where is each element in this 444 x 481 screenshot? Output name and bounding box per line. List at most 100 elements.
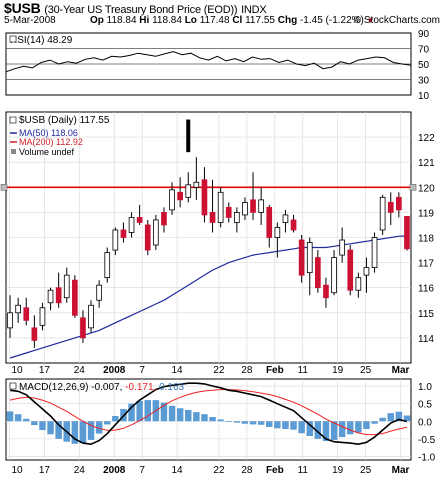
price-y-tick-label: 122 xyxy=(418,133,435,144)
candle-body xyxy=(209,211,216,223)
macd-histogram-bar xyxy=(266,421,273,427)
macd-x-tick-label: Mar xyxy=(392,465,410,476)
macd-histogram-bar xyxy=(71,421,79,444)
candle-body xyxy=(23,307,30,321)
macd-histogram-bar xyxy=(274,421,281,429)
price-y-tick-label: 119 xyxy=(418,208,434,219)
candle-body xyxy=(282,214,289,223)
symbol: $USB xyxy=(4,0,41,16)
ma50-legend: MA(50) 118.06 xyxy=(19,128,78,138)
macd-y-tick-label: 0.5 xyxy=(418,400,432,411)
price-legend-swatch xyxy=(9,116,17,124)
candle-body xyxy=(112,229,119,251)
macd-signal-line xyxy=(9,389,408,436)
price-y-tick-label: 121 xyxy=(418,158,435,169)
candle-body xyxy=(128,217,135,233)
candle-body xyxy=(347,249,354,291)
candle-body xyxy=(39,307,46,326)
rsi-y-tick-label: 90 xyxy=(418,29,430,40)
macd-histogram-bar xyxy=(160,402,168,422)
price-x-tick-label: Mar xyxy=(392,365,410,376)
macd-histogram-bar xyxy=(79,421,87,444)
macd-y-tick-label: -1.0 xyxy=(418,452,436,463)
rsi-y-tick-label: 10 xyxy=(418,91,430,102)
candle-body xyxy=(136,217,143,223)
candle-body xyxy=(185,184,192,198)
macd-y-tick-label: 1.0 xyxy=(418,382,432,393)
price-x-tick-label: Feb xyxy=(266,365,284,376)
candle-body xyxy=(153,219,159,246)
macd-x-tick-label: 2008 xyxy=(103,465,126,476)
candle-body xyxy=(379,196,386,231)
macd-histogram-bar xyxy=(395,411,403,422)
macd-legend-part: MACD(12,26,9) xyxy=(19,382,91,393)
candle-body xyxy=(88,304,94,329)
candle-body xyxy=(258,199,264,213)
change-down-icon: ▼ xyxy=(366,16,375,25)
macd-legend: MACD(12,26,9) -0.007, -0.171, 0.163 xyxy=(19,382,185,393)
candle-body xyxy=(7,312,13,329)
candle-body xyxy=(339,239,345,256)
macd-histogram-bar xyxy=(55,421,62,439)
macd-x-tick-label: 24 xyxy=(74,465,86,476)
macd-histogram-bar xyxy=(201,414,208,422)
candle-body xyxy=(371,237,378,269)
macd-histogram-bar xyxy=(379,417,386,422)
candle-body xyxy=(298,239,305,276)
candle-body xyxy=(225,206,232,218)
volume-legend: Volume undef xyxy=(19,147,75,157)
resistance-line-right-handle xyxy=(409,184,417,191)
macd-histogram-bar xyxy=(209,417,216,422)
macd-x-tick-label: 28 xyxy=(241,465,253,476)
macd-line xyxy=(10,382,408,446)
candle-body xyxy=(274,227,281,238)
price-x-tick-label: 19 xyxy=(332,365,344,376)
macd-histogram-bar xyxy=(193,412,200,422)
candle-body xyxy=(234,211,240,223)
macd-histogram-bar xyxy=(322,421,330,441)
change-label: Chg xyxy=(277,15,298,26)
candle-body xyxy=(355,277,362,291)
macd-histogram-bar xyxy=(338,421,346,438)
macd-histogram-bar xyxy=(249,421,257,425)
price-x-tick-label: 22 xyxy=(213,365,225,376)
candle-body xyxy=(331,257,337,294)
macd-histogram-bar xyxy=(363,421,370,430)
price-x-tick-label: 28 xyxy=(241,365,253,376)
macd-histogram-bar xyxy=(241,421,249,424)
rsi-legend: RSI(14) 48.29 xyxy=(10,35,73,46)
macd-histogram-bar xyxy=(290,421,297,430)
macd-legend-swatch xyxy=(9,382,17,390)
macd-histogram-bar xyxy=(355,421,362,433)
macd-histogram-bar xyxy=(298,421,305,434)
candle-body xyxy=(250,199,256,213)
macd-histogram-bar xyxy=(14,414,22,422)
low-label: Lo xyxy=(184,15,197,26)
macd-x-tick-label: 10 xyxy=(11,465,23,476)
macd-x-tick-label: 22 xyxy=(213,465,225,476)
macd-legend-part: -0.007, xyxy=(91,382,125,393)
candle-body xyxy=(315,257,321,289)
candle-body xyxy=(72,279,78,316)
open-value: 118.84 xyxy=(106,15,137,26)
candle-body xyxy=(177,191,183,201)
price-x-tick-label: 24 xyxy=(74,365,86,376)
candle-body xyxy=(217,191,224,223)
price-x-tick-label: 10 xyxy=(11,365,23,376)
close-value: 117.55 xyxy=(245,15,275,26)
low-value: 117.48 xyxy=(199,15,230,26)
candle-body xyxy=(169,189,175,211)
price-legend-symbol: $USB (Daily) 117.55 xyxy=(19,115,110,126)
candle-body xyxy=(201,179,208,216)
macd-histogram-bar xyxy=(47,421,54,435)
candle-body xyxy=(161,211,167,226)
high-label: Hi xyxy=(139,15,150,26)
ohlc-values: Op 118.84 Hi 118.84 Lo 117.48 Cl 117.55 … xyxy=(90,15,375,26)
macd-histogram-bar xyxy=(104,421,111,425)
price-x-tick-label: 17 xyxy=(39,365,51,376)
candle-body xyxy=(266,206,273,238)
open-label: Op xyxy=(90,15,104,26)
candle-body xyxy=(96,284,102,301)
candle-body xyxy=(193,181,200,188)
